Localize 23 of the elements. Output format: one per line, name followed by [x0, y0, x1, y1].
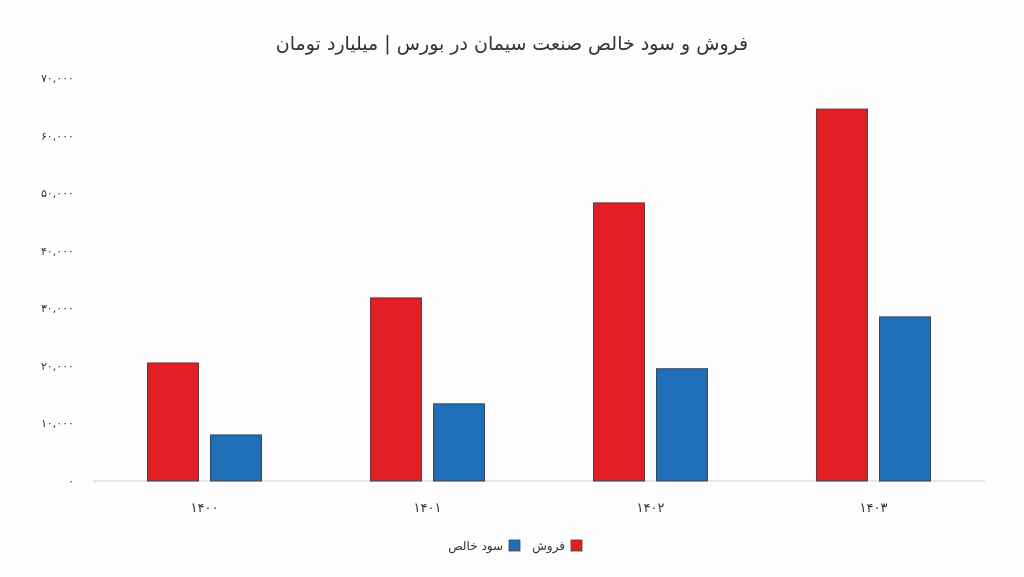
y-tick-label: ۱۰,۰۰۰	[40, 417, 74, 431]
bar	[816, 108, 868, 482]
bar	[593, 202, 645, 482]
bar	[433, 403, 485, 482]
bar	[147, 362, 199, 482]
chart-title: فروش و سود خالص صنعت سیمان در بورس | میلیارد تومان	[275, 32, 749, 55]
x-tick-label: ۱۴۰۳	[859, 500, 888, 515]
bar	[656, 368, 708, 482]
y-tick-label: ۶۰,۰۰۰	[40, 129, 74, 143]
bar	[879, 316, 931, 482]
bar	[370, 297, 422, 482]
bar	[210, 434, 262, 482]
y-tick-label: ۰	[68, 475, 74, 488]
x-tick-label: ۱۴۰۲	[636, 500, 665, 515]
x-tick-label: ۱۴۰۰	[190, 500, 219, 515]
legend-label: سود خالص	[448, 539, 503, 554]
y-tick-label: ۵۰,۰۰۰	[40, 187, 74, 201]
legend-label: فروش	[532, 539, 565, 554]
y-tick-label: ۷۰,۰۰۰	[40, 72, 74, 85]
y-tick-label: ۲۰,۰۰۰	[40, 359, 74, 373]
y-tick-label: ۴۰,۰۰۰	[40, 244, 74, 258]
x-tick-label: ۱۴۰۱	[413, 500, 442, 515]
y-tick-label: ۳۰,۰۰۰	[40, 302, 74, 316]
